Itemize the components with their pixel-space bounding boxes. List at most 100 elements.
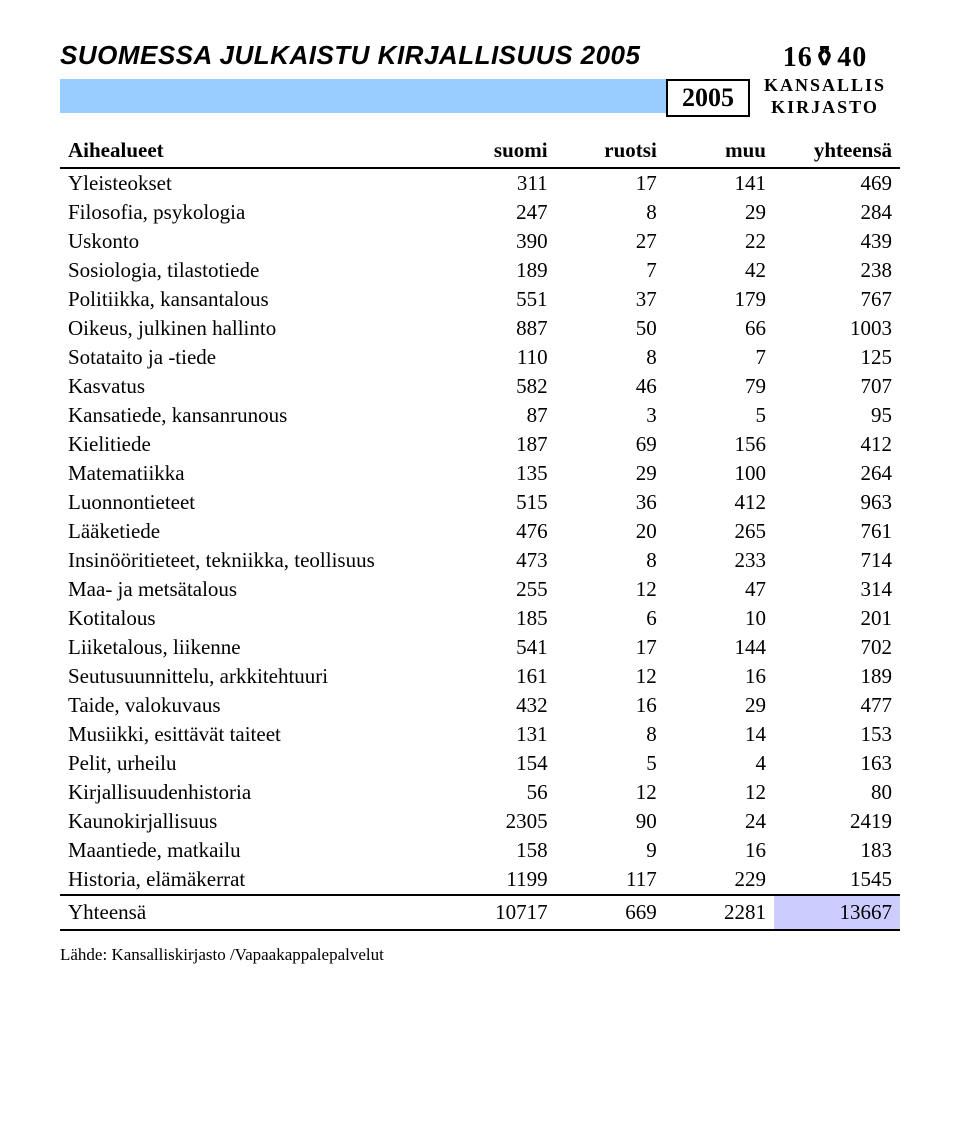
row-value: 69 [556,430,665,459]
logo-line2: KIRJASTO [750,98,900,118]
row-label: Uskonto [60,227,446,256]
row-value: 551 [446,285,555,314]
row-value: 229 [665,865,774,895]
row-value: 265 [665,517,774,546]
row-value: 117 [556,865,665,895]
row-value: 153 [774,720,900,749]
total-value: 669 [556,895,665,930]
row-value: 163 [774,749,900,778]
row-value: 702 [774,633,900,662]
total-value: 13667 [774,895,900,930]
col-subject: Aihealueet [60,136,446,168]
row-value: 5 [556,749,665,778]
row-value: 20 [556,517,665,546]
table-row: Musiikki, esittävät taiteet131814153 [60,720,900,749]
row-value: 12 [556,778,665,807]
logo: 16⚱40 KANSALLIS KIRJASTO [750,40,900,118]
row-value: 3 [556,401,665,430]
row-value: 767 [774,285,900,314]
row-value: 66 [665,314,774,343]
table-row: Maantiede, matkailu158916183 [60,836,900,865]
row-value: 156 [665,430,774,459]
table-row: Filosofia, psykologia247829284 [60,198,900,227]
row-value: 390 [446,227,555,256]
row-value: 24 [665,807,774,836]
table-row: Kielitiede18769156412 [60,430,900,459]
row-value: 12 [556,575,665,604]
table-row: Seutusuunnittelu, arkkitehtuuri161121618… [60,662,900,691]
table-row: Politiikka, kansantalous55137179767 [60,285,900,314]
logo-line1: KANSALLIS [750,76,900,96]
row-label: Maa- ja metsätalous [60,575,446,604]
row-value: 100 [665,459,774,488]
row-value: 201 [774,604,900,633]
row-value: 9 [556,836,665,865]
row-value: 541 [446,633,555,662]
title-block: SUOMESSA JULKAISTU KIRJALLISUUS 2005 200… [60,40,750,117]
blue-bar [60,79,666,113]
row-value: 16 [665,836,774,865]
row-value: 432 [446,691,555,720]
row-label: Kotitalous [60,604,446,633]
row-value: 14 [665,720,774,749]
row-value: 131 [446,720,555,749]
row-value: 80 [774,778,900,807]
row-value: 477 [774,691,900,720]
row-value: 1199 [446,865,555,895]
source-line: Lähde: Kansalliskirjasto /Vapaakappalepa… [60,945,900,965]
row-value: 79 [665,372,774,401]
row-value: 110 [446,343,555,372]
row-value: 46 [556,372,665,401]
row-value: 412 [774,430,900,459]
row-value: 2419 [774,807,900,836]
row-value: 50 [556,314,665,343]
row-label: Maantiede, matkailu [60,836,446,865]
logo-top: 16⚱40 [750,40,900,74]
row-value: 87 [446,401,555,430]
row-value: 714 [774,546,900,575]
total-value: 2281 [665,895,774,930]
row-value: 887 [446,314,555,343]
row-value: 473 [446,546,555,575]
row-value: 255 [446,575,555,604]
row-value: 1003 [774,314,900,343]
row-value: 29 [665,691,774,720]
row-value: 238 [774,256,900,285]
row-value: 8 [556,343,665,372]
row-value: 16 [556,691,665,720]
table-row: Taide, valokuvaus4321629477 [60,691,900,720]
row-label: Taide, valokuvaus [60,691,446,720]
row-value: 7 [665,343,774,372]
row-value: 185 [446,604,555,633]
row-value: 284 [774,198,900,227]
table-row: Kotitalous185610201 [60,604,900,633]
row-value: 8 [556,546,665,575]
row-value: 12 [665,778,774,807]
row-value: 2305 [446,807,555,836]
row-value: 141 [665,168,774,198]
row-value: 95 [774,401,900,430]
row-value: 187 [446,430,555,459]
row-value: 90 [556,807,665,836]
row-label: Historia, elämäkerrat [60,865,446,895]
row-value: 761 [774,517,900,546]
row-value: 311 [446,168,555,198]
row-value: 5 [665,401,774,430]
table-body: Yleisteokset31117141469Filosofia, psykol… [60,168,900,930]
row-value: 476 [446,517,555,546]
total-value: 10717 [446,895,555,930]
row-value: 154 [446,749,555,778]
row-label: Kansatiede, kansanrunous [60,401,446,430]
row-label: Seutusuunnittelu, arkkitehtuuri [60,662,446,691]
row-value: 6 [556,604,665,633]
row-value: 963 [774,488,900,517]
row-label: Oikeus, julkinen hallinto [60,314,446,343]
row-value: 439 [774,227,900,256]
col-suomi: suomi [446,136,555,168]
table-row: Oikeus, julkinen hallinto88750661003 [60,314,900,343]
row-value: 707 [774,372,900,401]
row-value: 161 [446,662,555,691]
row-value: 8 [556,198,665,227]
table-row: Kirjallisuudenhistoria56121280 [60,778,900,807]
table-row: Matematiikka13529100264 [60,459,900,488]
